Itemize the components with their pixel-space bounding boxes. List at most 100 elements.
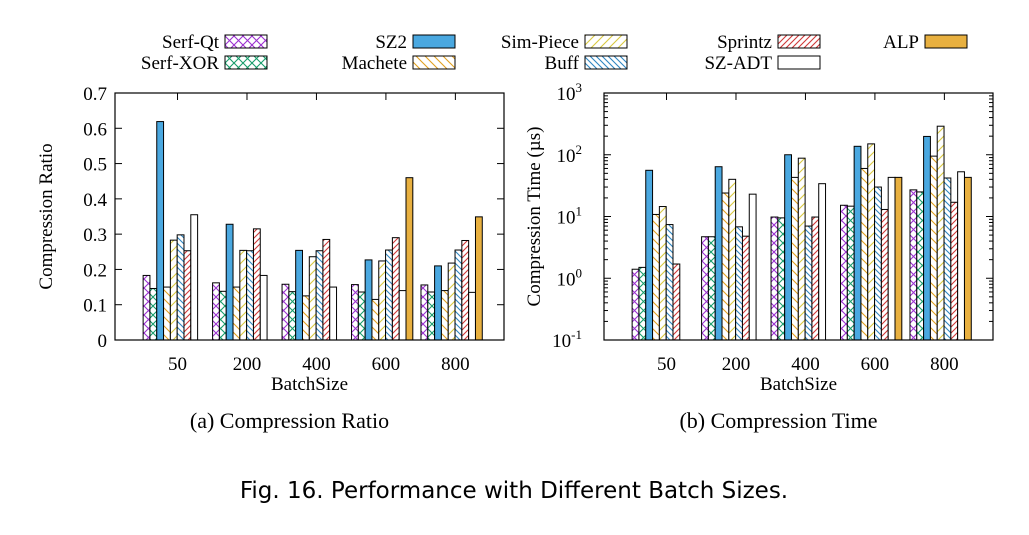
bar-machete-800 bbox=[440, 290, 449, 341]
bar-sz2-800 bbox=[923, 135, 931, 341]
y-tick-label: 101 bbox=[557, 204, 583, 229]
bar-alp-600 bbox=[405, 177, 414, 341]
bar-sprintz-400 bbox=[811, 216, 820, 341]
legend-label: Sim-Piece bbox=[501, 32, 579, 53]
bar-serf-qt-600 bbox=[351, 284, 359, 341]
legend-label: Sprintz bbox=[717, 32, 772, 53]
bar-sz2-400 bbox=[295, 249, 303, 341]
bar-sz2-200 bbox=[225, 223, 234, 341]
bar-buff-200 bbox=[246, 250, 254, 341]
x-axis-label: BatchSize bbox=[760, 374, 837, 395]
x-tick-label: 200 bbox=[722, 354, 751, 375]
bar-sim-piece-400 bbox=[797, 157, 806, 341]
bar-sprintz-50 bbox=[672, 263, 681, 341]
legend-item-buff: Buff bbox=[545, 53, 628, 74]
bar-alp-800 bbox=[963, 176, 972, 341]
legend-item-alp: ALP bbox=[883, 32, 968, 53]
x-axis-label: BatchSize bbox=[271, 374, 348, 395]
legend-label: SZ-ADT bbox=[704, 53, 772, 74]
legend-swatch bbox=[584, 34, 628, 49]
bar-sz2-200 bbox=[714, 166, 723, 341]
bar-machete-200 bbox=[721, 192, 730, 341]
legend-label: Machete bbox=[342, 53, 407, 74]
bar-sprintz-50 bbox=[183, 250, 192, 341]
x-tick-label: 50 bbox=[657, 354, 676, 375]
legend-swatch bbox=[412, 55, 456, 70]
bar-buff-800 bbox=[454, 249, 463, 341]
bar-serf-qt-800 bbox=[420, 284, 429, 341]
bar-sz-adt-600 bbox=[887, 176, 896, 341]
bar-serf-qt-600 bbox=[840, 204, 848, 341]
figure-caption: Fig. 16. Performance with Different Batc… bbox=[240, 478, 788, 504]
bar-sprintz-600 bbox=[391, 237, 400, 341]
bar-sz-adt-800 bbox=[468, 291, 476, 341]
bar-sz-adt-400 bbox=[329, 286, 338, 341]
y-tick-label: 0.2 bbox=[83, 260, 107, 281]
bar-serf-qt-200 bbox=[212, 282, 220, 341]
bar-sprintz-800 bbox=[950, 201, 959, 341]
bar-buff-50 bbox=[665, 224, 674, 341]
bar-sim-piece-600 bbox=[378, 260, 387, 341]
bar-buff-50 bbox=[176, 234, 185, 341]
x-tick-label: 200 bbox=[233, 354, 262, 375]
y-tick-label: 0.6 bbox=[83, 119, 107, 140]
bar-serf-xor-200 bbox=[707, 236, 716, 341]
x-tick-label: 400 bbox=[302, 354, 331, 375]
bar-serf-qt-200 bbox=[701, 236, 709, 341]
y-tick-label: 0.7 bbox=[83, 84, 107, 105]
legend-label: Serf-Qt bbox=[162, 32, 220, 53]
plot-frame bbox=[603, 92, 994, 341]
bar-sz-adt-800 bbox=[957, 171, 965, 341]
bar-machete-400 bbox=[790, 176, 799, 341]
y-tick-label: 0.5 bbox=[83, 155, 107, 176]
bar-sz2-50 bbox=[156, 121, 165, 341]
bar-sz2-400 bbox=[784, 154, 792, 341]
legend-swatch bbox=[777, 55, 821, 70]
bar-serf-qt-50 bbox=[142, 274, 151, 341]
y-tick-label: 10-1 bbox=[552, 327, 582, 352]
y-tick-label: 0 bbox=[98, 331, 108, 352]
x-tick-label: 400 bbox=[791, 354, 820, 375]
bar-machete-50 bbox=[163, 286, 171, 341]
y-axis-label: Compression Time (µs) bbox=[524, 127, 545, 307]
legend-label: ALP bbox=[883, 32, 919, 53]
bar-sz-adt-50 bbox=[190, 214, 199, 341]
bar-machete-200 bbox=[232, 286, 241, 341]
bar-machete-800 bbox=[929, 155, 938, 341]
bar-sz-adt-200 bbox=[259, 274, 268, 341]
x-tick-label: 600 bbox=[372, 354, 401, 375]
legend-item-machete: Machete bbox=[342, 53, 456, 74]
y-tick-label: 0.1 bbox=[83, 296, 107, 317]
bar-sz-adt-200 bbox=[748, 193, 757, 341]
legend-label: Buff bbox=[545, 53, 580, 74]
bar-machete-600 bbox=[371, 298, 380, 341]
bar-serf-xor-600 bbox=[357, 291, 366, 341]
bar-alp-800 bbox=[474, 216, 483, 341]
bar-machete-400 bbox=[301, 295, 310, 341]
bar-serf-qt-400 bbox=[770, 216, 779, 341]
bar-sz2-50 bbox=[645, 169, 654, 341]
bar-buff-600 bbox=[385, 249, 393, 341]
bar-buff-800 bbox=[943, 177, 952, 341]
bar-serf-xor-400 bbox=[288, 291, 297, 341]
bar-sz2-600 bbox=[853, 145, 862, 341]
legend-item-serf-xor: Serf-XOR bbox=[141, 53, 268, 74]
legend-item-sim-piece: Sim-Piece bbox=[501, 32, 628, 53]
y-tick-label: 100 bbox=[557, 265, 583, 290]
legend-swatch bbox=[584, 55, 628, 70]
y-axis-label: Compression Ratio bbox=[36, 143, 57, 289]
bar-sprintz-200 bbox=[741, 235, 750, 341]
x-tick-label: 800 bbox=[441, 354, 470, 375]
bar-serf-xor-400 bbox=[777, 217, 786, 341]
bar-alp-600 bbox=[894, 176, 903, 341]
bar-sz2-600 bbox=[364, 259, 373, 341]
x-tick-label: 800 bbox=[930, 354, 959, 375]
bar-serf-qt-50 bbox=[631, 268, 640, 341]
bar-sz2-800 bbox=[434, 265, 442, 341]
bar-serf-xor-800 bbox=[427, 291, 436, 341]
bar-sim-piece-200 bbox=[239, 249, 248, 341]
x-tick-label: 50 bbox=[168, 354, 187, 375]
bar-buff-400 bbox=[804, 225, 813, 341]
